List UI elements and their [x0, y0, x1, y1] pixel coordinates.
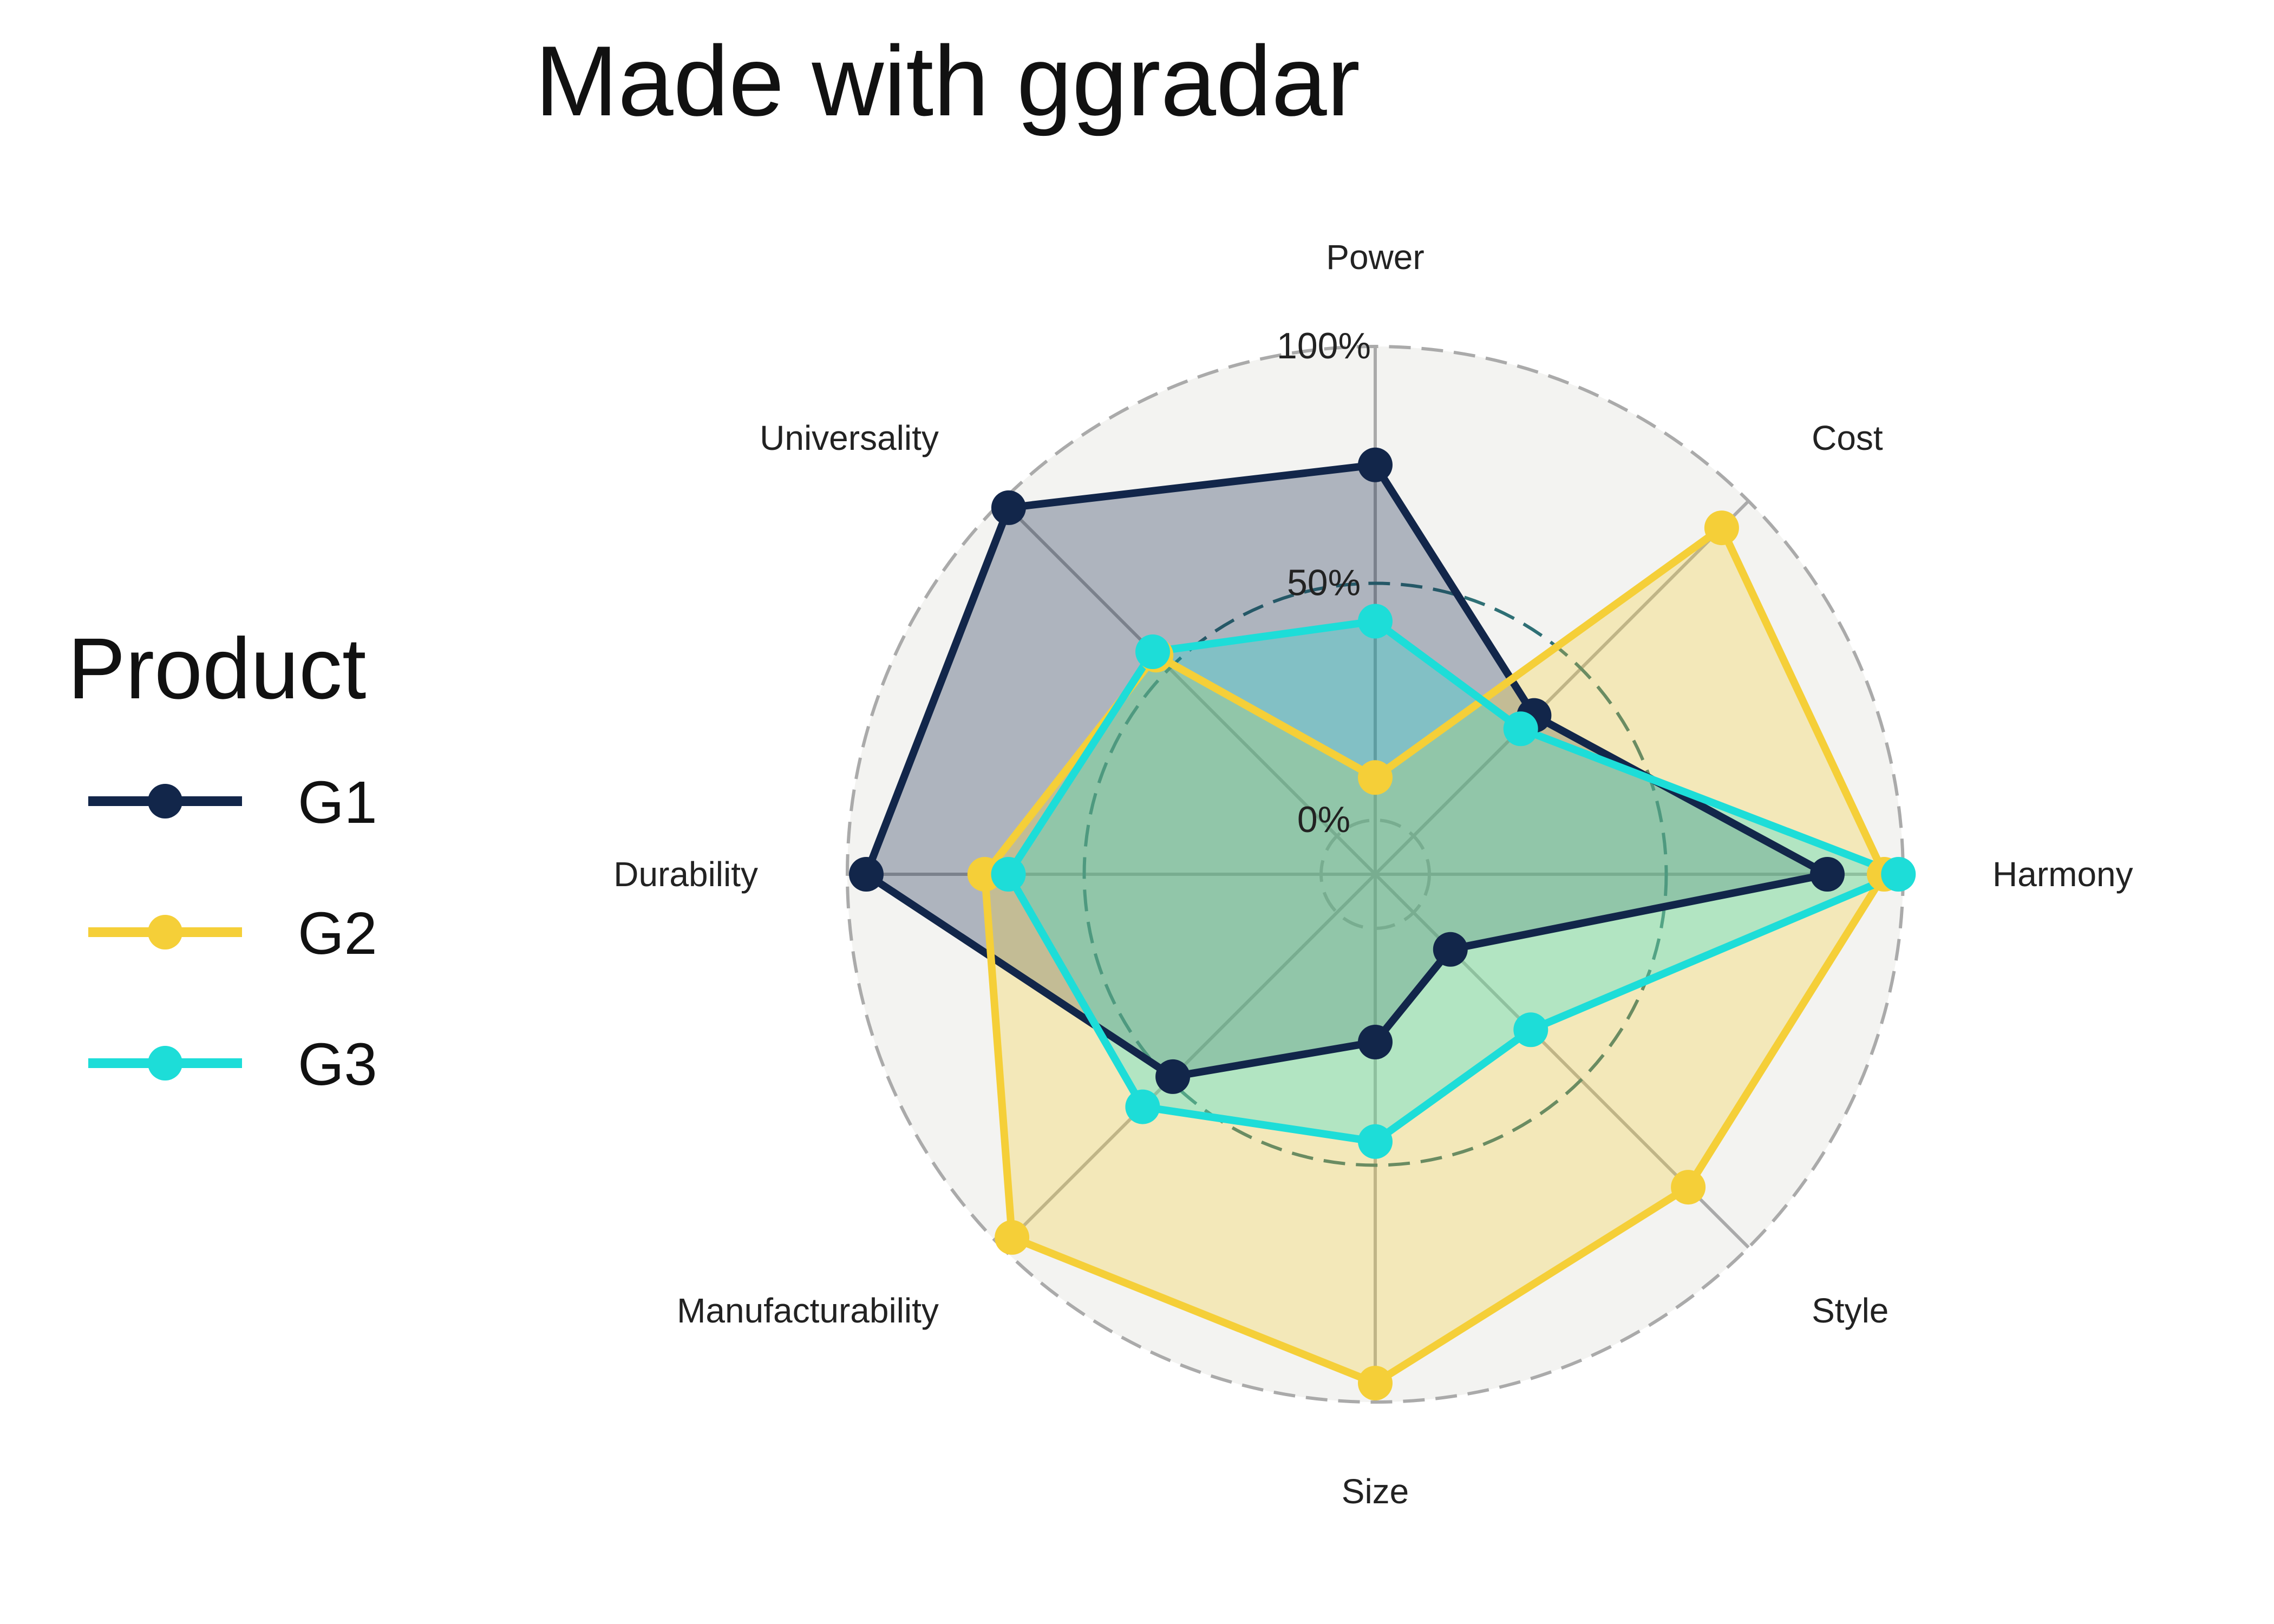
- legend: Product G1 G2 G3: [68, 620, 377, 1098]
- axis-label-style: Style: [1812, 1291, 1889, 1330]
- legend-item-g3: G3: [88, 1031, 377, 1098]
- legend-label: G3: [298, 1031, 377, 1098]
- axis-label-manufacturability: Manufacturability: [677, 1291, 939, 1330]
- point-g3-harmony: [1881, 857, 1916, 892]
- axis-label-harmony: Harmony: [1992, 855, 2133, 894]
- chart-title: Made with ggradar: [535, 25, 1360, 136]
- point-g1-universality: [991, 490, 1026, 525]
- grid-circle-0-: [1319, 818, 1431, 930]
- axis-label-cost: Cost: [1812, 418, 1883, 457]
- point-g3-style: [1513, 1012, 1548, 1047]
- grid-labels: 0% 50% 100%: [1277, 325, 1371, 840]
- legend-title: Product: [68, 620, 366, 717]
- point-g3-manufacturability: [1125, 1089, 1160, 1124]
- series-points: [849, 447, 1916, 1400]
- point-g1-size: [1358, 1025, 1393, 1059]
- spoke-manufacturability: [1001, 873, 1377, 1249]
- series-area-g1: [866, 464, 1827, 1077]
- series-area-g3: [1008, 621, 1899, 1142]
- point-g1-style: [1433, 932, 1468, 967]
- axis-label-size: Size: [1342, 1472, 1409, 1511]
- spoke-universality: [1001, 500, 1377, 876]
- grid-label-100-: 100%: [1277, 325, 1371, 366]
- point-g1-durability: [849, 857, 884, 892]
- point-g2-style: [1671, 1170, 1706, 1205]
- axis-label-universality: Universality: [760, 418, 939, 457]
- grid-circle-50-: [1082, 581, 1668, 1167]
- grid-label-50-: 50%: [1287, 562, 1361, 604]
- spoke-cost: [1374, 500, 1750, 876]
- point-g3-universality: [1135, 634, 1170, 669]
- axis-labels: Power Cost Harmony Style Size Manufacturabili…: [613, 238, 2133, 1511]
- legend-item-g1: G1: [88, 769, 377, 836]
- point-g2-size: [1358, 1366, 1393, 1400]
- point-g3-size: [1358, 1124, 1393, 1159]
- axis-label-durability: Durability: [613, 855, 758, 894]
- point-g2-manufacturability: [995, 1220, 1030, 1255]
- point-g3-power: [1358, 604, 1393, 639]
- legend-key-point: [148, 915, 182, 949]
- legend-item-g2: G2: [88, 900, 377, 967]
- point-g2-power: [1358, 760, 1393, 795]
- point-g3-cost: [1503, 711, 1538, 746]
- point-g2-cost: [1704, 510, 1739, 546]
- legend-label: G1: [298, 769, 377, 836]
- point-g3-durability: [991, 857, 1026, 892]
- grid-label-0-: 0%: [1297, 799, 1350, 840]
- legend-label: G2: [298, 900, 377, 967]
- point-g1-harmony: [1810, 857, 1845, 892]
- point-g1-manufacturability: [1155, 1059, 1191, 1094]
- legend-key-point: [148, 1046, 182, 1081]
- axis-label-power: Power: [1326, 238, 1424, 277]
- legend-key-point: [148, 784, 182, 818]
- point-g1-power: [1358, 447, 1393, 482]
